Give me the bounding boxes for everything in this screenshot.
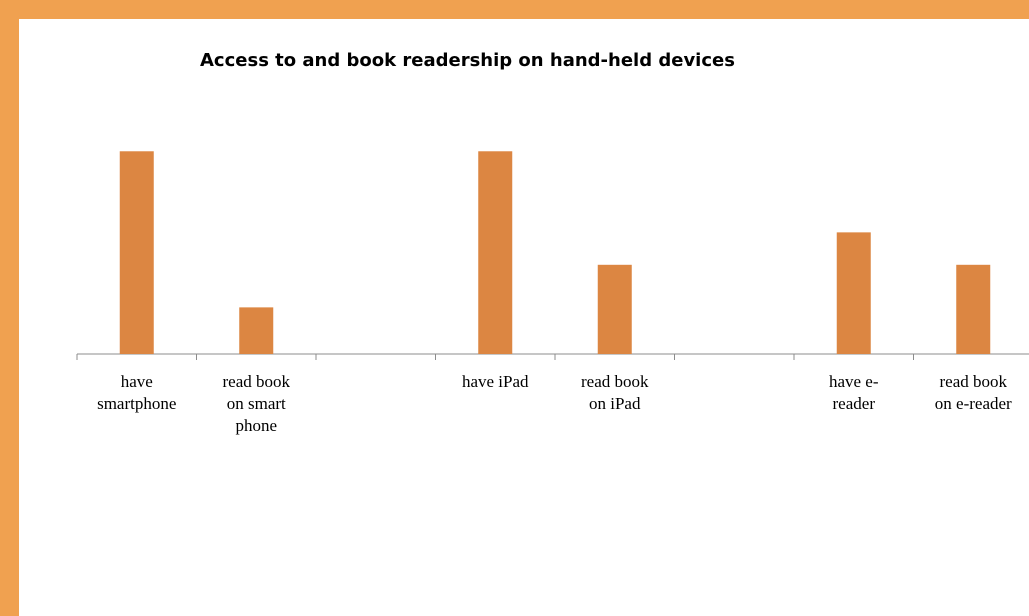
bar xyxy=(597,264,632,354)
bar xyxy=(478,151,513,354)
x-tick-label: have smartphone xyxy=(97,372,176,413)
x-tick-label: have iPad xyxy=(462,372,529,391)
bar xyxy=(119,151,154,354)
x-tick-label: read book on iPad xyxy=(581,372,649,413)
x-tick-label: have e-reader xyxy=(829,372,879,413)
bar xyxy=(239,307,274,354)
bar xyxy=(956,264,991,354)
x-tick-label: read book on smart phone xyxy=(222,372,290,435)
x-tick-label: read book on e-reader xyxy=(935,372,1012,413)
bar xyxy=(836,232,871,354)
chart-title: Access to and book readership on hand-he… xyxy=(200,50,735,71)
